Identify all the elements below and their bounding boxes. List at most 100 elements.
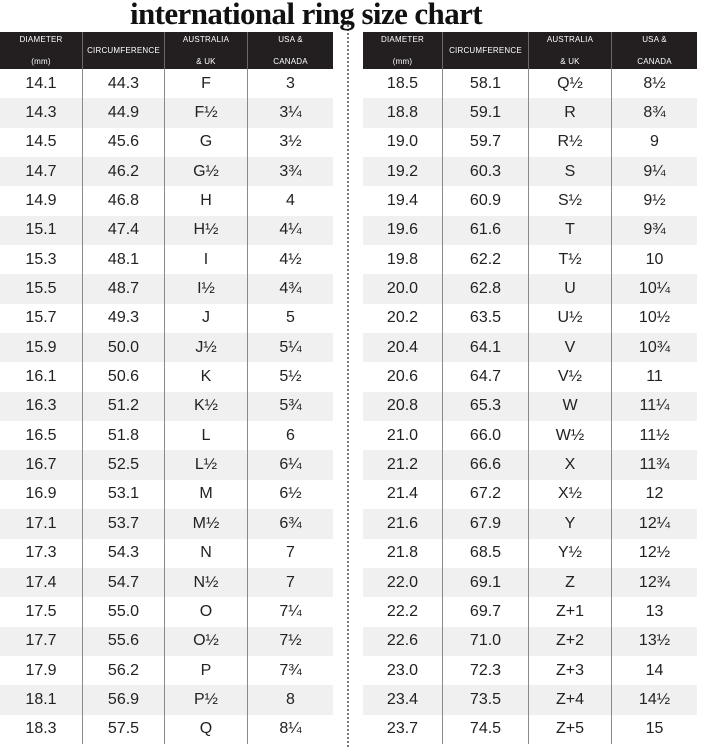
table-row: 21.6 67.9 Y 12¼ [363, 509, 697, 539]
table-row: 20.8 65.3 W 11¼ [363, 391, 697, 422]
cell-australia-uk: O½ [165, 626, 248, 656]
cell-usa-canada: 12¾ [638, 573, 671, 591]
cell-australia-uk: I½ [165, 274, 248, 304]
table-row: 19.4 60.9 S½ 9½ [363, 186, 697, 216]
cell-usa-canada: 12 [645, 485, 664, 503]
cell-diameter: 20.8 [363, 391, 443, 422]
table-row: 15.9 50.0 J½ 5¼ [0, 333, 333, 363]
cell-diameter: 14.3 [0, 98, 83, 128]
cell-usa-canada: 10½ [638, 309, 671, 327]
cell-circumference: 56.9 [83, 685, 165, 715]
cell-usa-canada: 6 [286, 426, 295, 444]
cell-diameter: 22.0 [363, 567, 443, 598]
cell-australia-uk: X [529, 450, 612, 480]
table-row: 20.6 64.7 V½ 11 [363, 362, 697, 392]
cell-usa-canada: 6¾ [279, 514, 302, 532]
header-label: DIAMETER [381, 35, 424, 44]
cell-circumference: 72.3 [443, 655, 529, 686]
table-row: 22.0 69.1 Z 12¾ [363, 567, 697, 598]
cell-circumference: 66.6 [443, 450, 529, 480]
cell-usa-canada: 8¾ [643, 104, 666, 122]
cell-australia-uk: S½ [529, 186, 612, 216]
cell-diameter: 15.3 [0, 245, 83, 275]
cell-usa-canada: 11¾ [639, 456, 670, 474]
table-row: 18.5 58.1 Q½ 8½ [363, 69, 697, 99]
cell-diameter: 16.1 [0, 362, 83, 392]
cell-diameter: 23.4 [363, 685, 443, 715]
table-row: 21.0 66.0 W½ 11½ [363, 421, 697, 451]
cell-diameter: 21.6 [363, 509, 443, 539]
cell-diameter: 20.6 [363, 362, 443, 392]
table-row: 15.5 48.7 I½ 4¾ [0, 274, 333, 304]
cell-circumference: 48.7 [83, 274, 165, 304]
cell-diameter: 18.5 [363, 69, 443, 99]
cell-circumference: 74.5 [443, 714, 529, 744]
table-row: 16.5 51.8 L 6 [0, 421, 333, 451]
cell-australia-uk: Z+2 [529, 626, 612, 656]
cell-diameter: 17.4 [0, 567, 83, 598]
table-row: 17.3 54.3 N 7 [0, 538, 333, 568]
cell-usa-canada: 4 [286, 192, 295, 210]
table-row: 19.2 60.3 S 9¼ [363, 157, 697, 187]
cell-australia-uk: Q [165, 714, 248, 744]
table-row: 21.2 66.6 X 11¾ [363, 450, 697, 480]
cell-australia-uk: G [165, 127, 248, 158]
cell-australia-uk: F [165, 69, 248, 99]
cell-diameter: 20.0 [363, 274, 443, 304]
cell-australia-uk: R½ [529, 127, 612, 158]
cell-circumference: 58.1 [443, 69, 529, 99]
cell-diameter: 16.5 [0, 421, 83, 451]
header-australia-uk: AUSTRALIA & UK [165, 32, 248, 69]
table-row: 23.7 74.5 Z+5 15 [363, 714, 697, 744]
cell-circumference: 69.1 [443, 567, 529, 598]
cell-usa-canada: 12½ [638, 544, 671, 562]
cell-circumference: 59.7 [443, 127, 529, 158]
cell-usa-canada: 12¼ [638, 514, 671, 532]
cell-australia-uk: L [165, 421, 248, 451]
header-label: USA & [278, 35, 303, 44]
cell-usa-canada: 4½ [279, 250, 302, 268]
cell-australia-uk: K [165, 362, 248, 392]
header-diameter: DIAMETER (mm) [0, 32, 83, 69]
table-row: 15.1 47.4 H½ 4¼ [0, 215, 333, 246]
cell-usa-canada: 7 [286, 573, 295, 591]
table-row: 17.7 55.6 O½ 7½ [0, 626, 333, 656]
cell-diameter: 17.1 [0, 509, 83, 539]
cell-usa-canada: 3½ [279, 133, 302, 151]
cell-diameter: 16.9 [0, 479, 83, 510]
cell-usa-canada: 13 [645, 602, 664, 620]
table-row: 17.5 55.0 O 7¼ [0, 597, 333, 627]
cell-diameter: 14.5 [0, 127, 83, 158]
ring-size-table-left: DIAMETER (mm) CIRCUMFERENCE AUSTRALIA & UK US… [0, 32, 333, 744]
cell-australia-uk: T [529, 215, 612, 246]
header-label: CANADA [273, 57, 308, 66]
table-body: 18.5 58.1 Q½ 8½ 18.8 59.1 R 8¾ 19.0 59.7 R½ 9 19.2 60… [363, 69, 697, 744]
cell-circumference: 67.2 [443, 479, 529, 510]
cell-diameter: 18.3 [0, 714, 83, 744]
header-label: CIRCUMFERENCE [87, 46, 160, 55]
cell-diameter: 21.0 [363, 421, 443, 451]
cell-usa-canada: 11¼ [639, 397, 670, 415]
cell-usa-canada: 3¾ [279, 162, 302, 180]
cell-usa-canada: 14 [645, 661, 664, 679]
cell-circumference: 51.8 [83, 421, 165, 451]
cell-usa-canada: 5¾ [279, 397, 302, 415]
cell-circumference: 53.7 [83, 509, 165, 539]
cell-australia-uk: W [529, 391, 612, 422]
table-row: 23.0 72.3 Z+3 14 [363, 655, 697, 686]
header-label: (mm) [31, 57, 51, 66]
table-row: 20.0 62.8 U 10¼ [363, 274, 697, 304]
cell-circumference: 66.0 [443, 421, 529, 451]
table-row: 22.6 71.0 Z+2 13½ [363, 626, 697, 656]
cell-usa-canada: 4¼ [279, 221, 302, 239]
cell-circumference: 50.6 [83, 362, 165, 392]
cell-diameter: 15.9 [0, 333, 83, 363]
table-row: 20.4 64.1 V 10¾ [363, 333, 697, 363]
cell-diameter: 20.2 [363, 303, 443, 334]
cell-diameter: 20.4 [363, 333, 443, 363]
cell-australia-uk: F½ [165, 98, 248, 128]
cell-diameter: 17.5 [0, 597, 83, 627]
cell-diameter: 22.2 [363, 597, 443, 627]
table-row: 16.7 52.5 L½ 6¼ [0, 450, 333, 480]
cell-circumference: 56.2 [83, 655, 165, 686]
